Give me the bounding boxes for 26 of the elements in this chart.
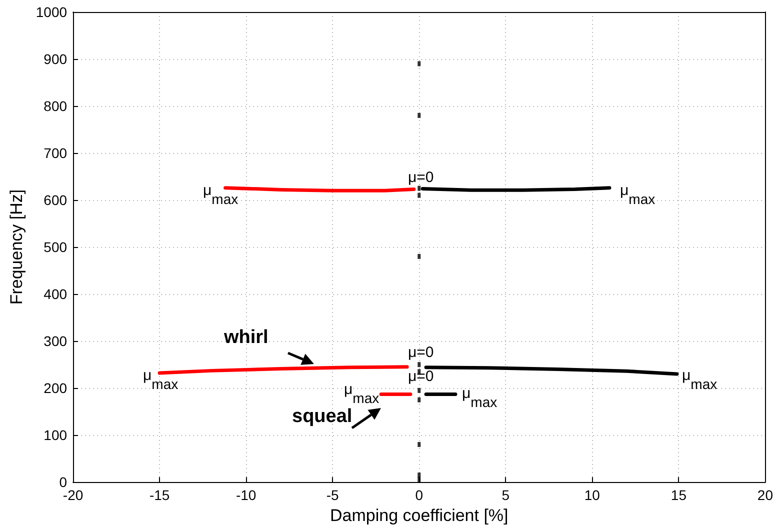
y-tick-label: 800: [44, 98, 68, 114]
y-tick-label: 600: [44, 192, 68, 208]
x-axis-title: Damping coefficient [%]: [330, 506, 508, 525]
y-tick-label: 500: [44, 239, 68, 256]
annotation: whirl: [224, 327, 268, 348]
y-tick-label: 700: [44, 145, 68, 162]
y-tick-label: 300: [44, 333, 68, 350]
x-tick-label: 15: [670, 487, 687, 504]
x-tick-label: 10: [584, 487, 600, 504]
y-axis-title: Frequency [Hz]: [7, 189, 26, 305]
x-tick-label: -5: [326, 487, 340, 504]
annotation: μ=0: [408, 344, 434, 361]
x-tick-label: -15: [149, 487, 170, 504]
x-tick-label: 5: [502, 487, 510, 504]
y-tick-label: 1000: [36, 4, 68, 20]
line-series: [158, 365, 409, 375]
annotation: squeal: [292, 406, 352, 427]
x-tick-label: 0: [415, 487, 424, 504]
y-tick-label: 200: [44, 380, 68, 396]
y-tick-label: 100: [44, 427, 68, 444]
y-tick-label: 400: [44, 286, 68, 302]
annotation: μ=0: [408, 169, 434, 186]
x-tick-label: 20: [757, 487, 774, 504]
y-tick-label: 900: [44, 51, 68, 68]
x-tick-label: -10: [236, 487, 256, 504]
annotation: μ=0: [408, 368, 434, 385]
